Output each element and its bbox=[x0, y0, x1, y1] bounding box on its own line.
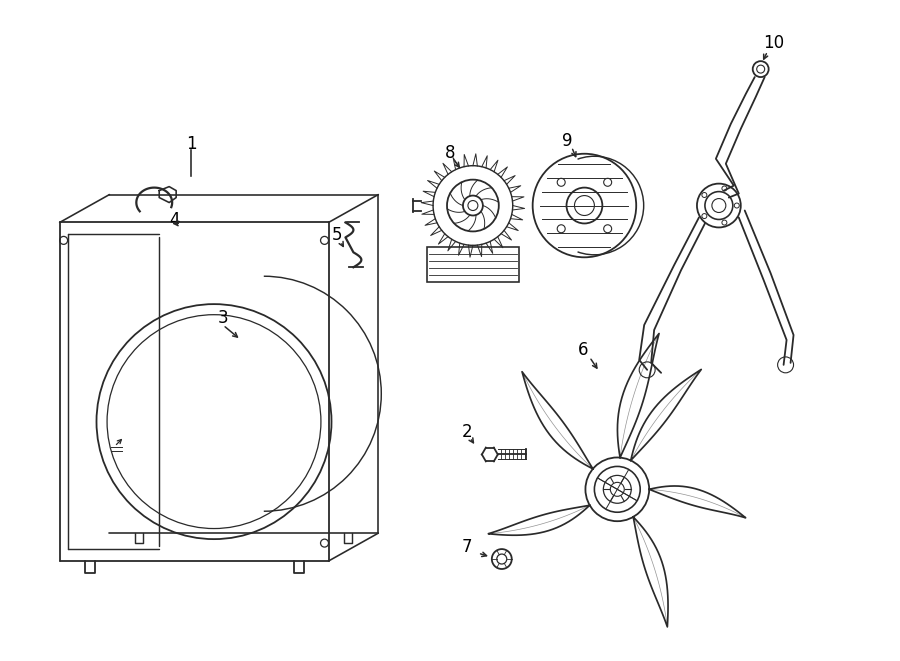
Text: 8: 8 bbox=[445, 143, 455, 162]
Text: 7: 7 bbox=[462, 538, 472, 556]
Text: 5: 5 bbox=[332, 227, 343, 245]
Text: 4: 4 bbox=[169, 212, 179, 229]
Text: 1: 1 bbox=[185, 135, 196, 153]
Text: 2: 2 bbox=[462, 422, 472, 441]
Text: 3: 3 bbox=[218, 309, 229, 327]
Text: 6: 6 bbox=[578, 341, 589, 359]
Text: 9: 9 bbox=[562, 132, 572, 150]
Text: 10: 10 bbox=[763, 34, 784, 52]
